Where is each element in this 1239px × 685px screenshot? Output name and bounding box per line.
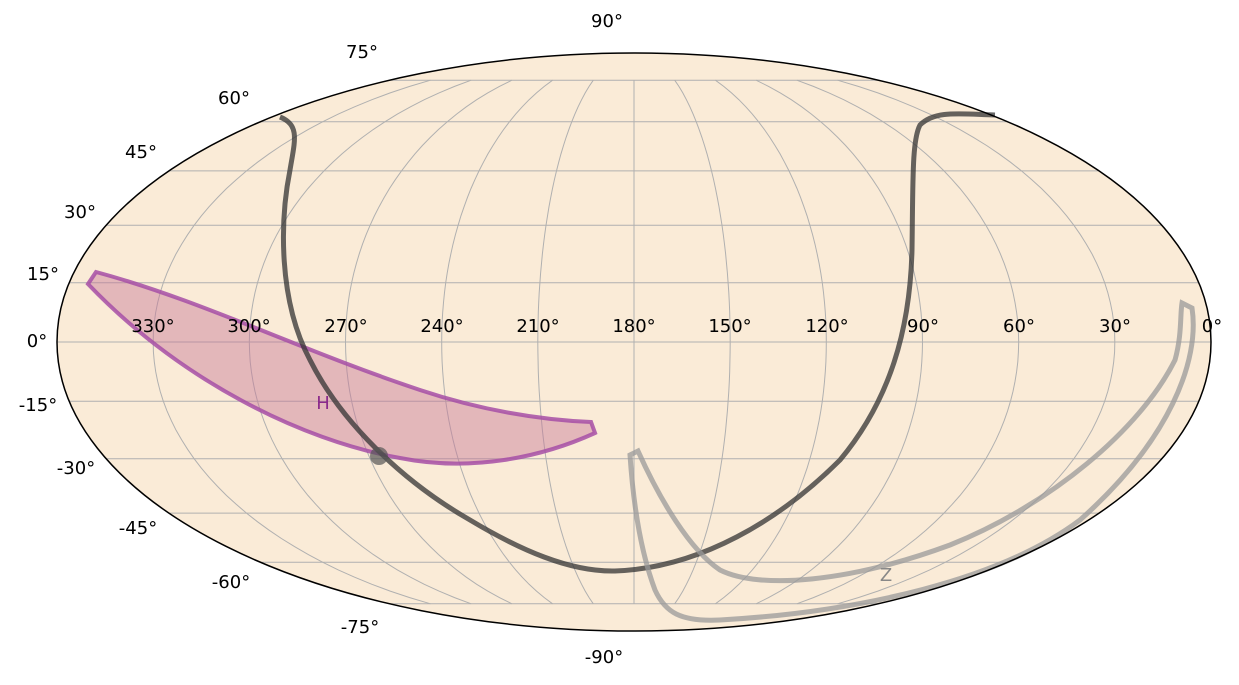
lon-label: 180° [612,316,655,337]
lat-label: -45° [119,518,157,539]
lat-label: -15° [19,395,57,416]
longitude-labels: 330° 300° 270° 240° 210° 180° 150° 120° … [131,316,1222,337]
lat-label: -75° [341,617,379,638]
lon-label: 60° [1003,316,1035,337]
lon-label: 0° [1202,316,1222,337]
region-label: H [316,393,330,414]
lon-label: 270° [324,316,367,337]
lon-label: 30° [1099,316,1131,337]
latitude-labels: 90° 75° 60° 45° 30° 15° 0° -15° -30° -45… [19,11,623,668]
lat-label: 0° [27,331,47,352]
lon-label: 90° [907,316,939,337]
region-h [85,269,598,466]
lon-label: 300° [227,316,270,337]
region-z [627,299,1196,623]
lat-label: 45° [125,142,157,163]
lon-label: 210° [516,316,559,337]
lat-label: -60° [212,572,250,593]
lat-label: 75° [346,42,378,63]
region-label: Z [880,565,892,586]
curve-black [278,111,996,574]
map-outline [56,52,1212,632]
lon-label: 240° [420,316,463,337]
lon-label: 330° [131,316,174,337]
graticule [57,79,1211,605]
lat-label: -30° [57,458,95,479]
lon-label: 150° [708,316,751,337]
lat-label: 30° [64,202,96,223]
marker [370,447,388,465]
lat-label: 90° [591,11,623,32]
lat-label: -90° [585,647,623,668]
lat-label: 60° [218,88,250,109]
lat-label: 15° [27,264,59,285]
lon-label: 120° [805,316,848,337]
